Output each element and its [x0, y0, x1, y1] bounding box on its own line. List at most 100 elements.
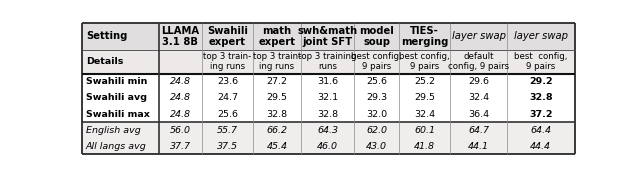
Bar	[159, 90, 202, 106]
Text: top 3 train-
ing runs: top 3 train- ing runs	[253, 52, 301, 71]
Bar	[301, 138, 354, 154]
Bar	[301, 74, 354, 90]
Text: 64.7: 64.7	[468, 126, 489, 135]
Bar	[83, 106, 159, 122]
Text: 64.3: 64.3	[317, 126, 338, 135]
Bar	[253, 74, 301, 90]
Text: 56.0: 56.0	[170, 126, 191, 135]
Text: 32.8: 32.8	[317, 110, 338, 118]
Text: swh&math
joint SFT: swh&math joint SFT	[298, 26, 358, 47]
Bar	[159, 23, 202, 50]
Text: 32.4: 32.4	[468, 93, 489, 102]
Bar	[253, 50, 301, 74]
Text: Details: Details	[86, 57, 124, 66]
Text: 55.7: 55.7	[217, 126, 238, 135]
Text: English avg: English avg	[86, 126, 141, 135]
Bar	[83, 90, 159, 106]
Bar	[202, 90, 253, 106]
Text: TIES-
merging: TIES- merging	[401, 26, 449, 47]
Bar	[354, 23, 399, 50]
Bar	[399, 138, 450, 154]
Bar	[399, 23, 450, 50]
Text: best config,
9 pairs: best config, 9 pairs	[351, 52, 402, 71]
Bar	[159, 50, 202, 74]
Bar	[450, 50, 507, 74]
Bar	[253, 90, 301, 106]
Bar	[253, 122, 301, 138]
Bar	[450, 74, 507, 90]
Bar	[159, 74, 202, 90]
Bar	[399, 74, 450, 90]
Bar	[202, 138, 253, 154]
Bar	[507, 50, 575, 74]
Text: layer swap: layer swap	[514, 31, 568, 41]
Text: 62.0: 62.0	[366, 126, 387, 135]
Bar	[253, 106, 301, 122]
Text: 23.6: 23.6	[217, 77, 238, 86]
Bar	[450, 90, 507, 106]
Bar	[354, 90, 399, 106]
Text: top 3 train-
ing runs: top 3 train- ing runs	[204, 52, 252, 71]
Text: 37.7: 37.7	[170, 142, 191, 151]
Bar	[450, 106, 507, 122]
Text: 64.4: 64.4	[531, 126, 551, 135]
Bar	[83, 23, 159, 50]
Text: 44.4: 44.4	[531, 142, 551, 151]
Text: 25.6: 25.6	[366, 77, 387, 86]
Text: All langs avg: All langs avg	[86, 142, 147, 151]
Text: 29.3: 29.3	[366, 93, 387, 102]
Bar	[507, 138, 575, 154]
Bar	[354, 138, 399, 154]
Text: Swahili min: Swahili min	[86, 77, 147, 86]
Bar	[507, 90, 575, 106]
Bar	[159, 106, 202, 122]
Bar	[399, 122, 450, 138]
Bar	[507, 122, 575, 138]
Bar	[354, 106, 399, 122]
Text: 37.5: 37.5	[217, 142, 238, 151]
Text: best config,
9 pairs: best config, 9 pairs	[399, 52, 450, 71]
Bar	[253, 23, 301, 50]
Bar	[83, 122, 159, 138]
Bar	[399, 50, 450, 74]
Text: Swahili max: Swahili max	[86, 110, 150, 118]
Bar	[301, 106, 354, 122]
Bar	[202, 50, 253, 74]
Text: 45.4: 45.4	[266, 142, 287, 151]
Text: 44.1: 44.1	[468, 142, 489, 151]
Text: 31.6: 31.6	[317, 77, 338, 86]
Text: 32.8: 32.8	[529, 93, 552, 102]
Text: best  config,
9 pairs: best config, 9 pairs	[514, 52, 568, 71]
Text: 24.8: 24.8	[170, 93, 191, 102]
Bar	[301, 90, 354, 106]
Bar	[301, 122, 354, 138]
Bar	[450, 23, 507, 50]
Bar	[507, 23, 575, 50]
Text: default
config, 9 pairs: default config, 9 pairs	[448, 52, 509, 71]
Bar	[83, 138, 159, 154]
Text: 27.2: 27.2	[266, 77, 287, 86]
Bar	[159, 138, 202, 154]
Text: top 3 training
runs: top 3 training runs	[298, 52, 356, 71]
Bar	[450, 138, 507, 154]
Bar	[83, 74, 159, 90]
Text: math
expert: math expert	[259, 26, 295, 47]
Text: 36.4: 36.4	[468, 110, 489, 118]
Text: 25.6: 25.6	[217, 110, 238, 118]
Bar	[399, 90, 450, 106]
Text: 41.8: 41.8	[414, 142, 435, 151]
Text: 24.8: 24.8	[170, 77, 191, 86]
Bar	[301, 23, 354, 50]
Bar	[159, 122, 202, 138]
Text: Swahili avg: Swahili avg	[86, 93, 147, 102]
Text: 60.1: 60.1	[414, 126, 435, 135]
Text: Swahili
expert: Swahili expert	[207, 26, 248, 47]
Bar	[83, 50, 159, 74]
Bar	[354, 122, 399, 138]
Bar	[507, 106, 575, 122]
Bar	[253, 138, 301, 154]
Bar	[354, 74, 399, 90]
Text: layer swap: layer swap	[452, 31, 506, 41]
Text: 32.8: 32.8	[266, 110, 287, 118]
Text: 24.7: 24.7	[217, 93, 238, 102]
